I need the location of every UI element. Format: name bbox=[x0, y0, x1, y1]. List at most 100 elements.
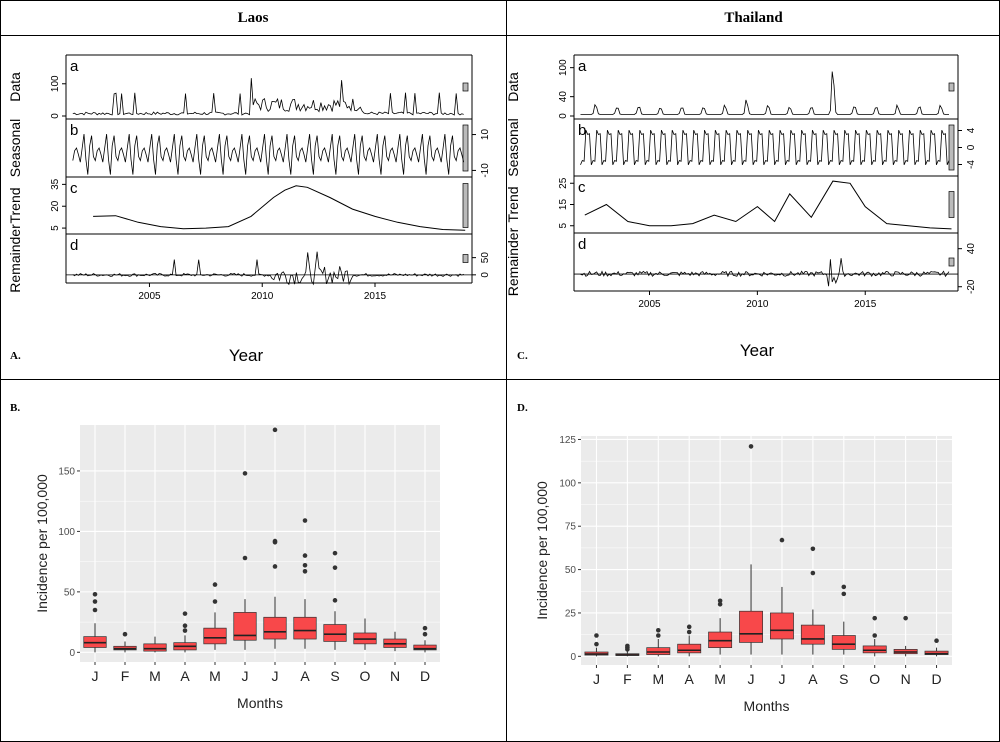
y-axis-label: Incidence per 100,000 bbox=[534, 481, 550, 620]
outlier-point bbox=[272, 538, 278, 544]
x-tick-label: A bbox=[685, 671, 695, 687]
x-tick-label: 2010 bbox=[251, 291, 274, 302]
subplot-ylabel: Remainder bbox=[507, 227, 521, 296]
box-2 bbox=[113, 631, 137, 653]
y-tick-label: 5 bbox=[50, 225, 61, 231]
box-5 bbox=[203, 582, 227, 650]
stl-subplot-a: Data a 0 100 bbox=[7, 54, 473, 119]
outlier-point bbox=[934, 638, 939, 644]
outlier-point bbox=[594, 633, 599, 638]
stl-subplot-d: Remainder d -20 40 bbox=[507, 227, 977, 296]
outlier-point bbox=[92, 591, 98, 597]
y-tick-label: -4 bbox=[966, 160, 977, 169]
subplot-ylabel: Trend bbox=[7, 187, 23, 223]
box-7 bbox=[263, 427, 287, 649]
box-iqr bbox=[203, 627, 227, 645]
x-axis-label: Year bbox=[740, 341, 775, 360]
outlier-point bbox=[903, 615, 908, 621]
y-tick-label: 100 bbox=[50, 75, 61, 92]
box-6 bbox=[233, 471, 257, 650]
box-9 bbox=[831, 584, 856, 655]
y-tick-label: 4 bbox=[966, 127, 977, 133]
x-tick-label: J bbox=[748, 671, 755, 687]
y-tick-label: 40 bbox=[558, 91, 569, 103]
box-iqr bbox=[862, 645, 887, 654]
box-4 bbox=[677, 624, 702, 657]
y-tick-label: 0 bbox=[480, 272, 491, 278]
x-tick-label: S bbox=[839, 671, 848, 687]
stl-subplot-a: Data a 0 40 100 bbox=[507, 54, 959, 119]
outlier-point bbox=[272, 564, 278, 569]
y-tick-label: 0 bbox=[570, 652, 576, 663]
x-tick-label: J bbox=[92, 668, 99, 684]
outlier-point bbox=[841, 584, 847, 590]
panel-label-d: D. bbox=[517, 402, 528, 414]
trend-line bbox=[584, 180, 952, 230]
outlier-point bbox=[686, 624, 692, 630]
box-11 bbox=[383, 631, 407, 652]
y-tick-label: 5 bbox=[558, 223, 569, 229]
x-tick-label: J bbox=[272, 668, 279, 684]
outlier-point bbox=[841, 591, 847, 597]
x-tick-label: M bbox=[714, 671, 726, 687]
x-tick-label: 2015 bbox=[364, 291, 387, 302]
column-header-right: Thailand bbox=[724, 10, 783, 26]
subplot-letter: a bbox=[70, 58, 79, 75]
outlier-point bbox=[748, 444, 754, 449]
x-tick-label: D bbox=[931, 671, 941, 687]
outlier-point bbox=[122, 631, 128, 637]
box-iqr bbox=[800, 624, 825, 645]
series-line-a bbox=[72, 78, 464, 116]
outlier-point bbox=[182, 623, 188, 629]
outlier-point bbox=[717, 601, 723, 607]
box-iqr bbox=[646, 647, 671, 655]
y-tick-label: 100 bbox=[559, 478, 576, 489]
outlier-point bbox=[655, 633, 661, 638]
box-11 bbox=[893, 615, 918, 657]
y-tick-label: 35 bbox=[50, 178, 61, 190]
subplot-ylabel: Data bbox=[507, 72, 521, 102]
y-tick-label: 125 bbox=[559, 435, 576, 446]
outlier-point bbox=[625, 643, 630, 649]
y-tick-label: 0 bbox=[50, 113, 61, 119]
subplot-letter: c bbox=[70, 180, 78, 197]
outlier-point bbox=[242, 471, 248, 476]
x-tick-label: 2005 bbox=[638, 299, 661, 310]
outlier-point bbox=[872, 633, 878, 638]
outlier-point bbox=[92, 599, 98, 604]
y-tick-label: 100 bbox=[558, 59, 569, 76]
x-tick-label: N bbox=[390, 668, 400, 684]
x-tick-label: J bbox=[593, 671, 600, 687]
series-line-b bbox=[72, 133, 465, 175]
x-tick-label: M bbox=[149, 668, 161, 684]
x-tick-label: 2015 bbox=[854, 299, 877, 310]
box-10 bbox=[862, 615, 887, 657]
x-tick-label: O bbox=[360, 668, 371, 684]
x-axis-label: Year bbox=[229, 346, 264, 365]
y-tick-label: 0 bbox=[69, 648, 75, 659]
y-tick-label: 0 bbox=[966, 144, 977, 150]
outlier-point bbox=[686, 629, 692, 635]
y-tick-label: 15 bbox=[558, 199, 569, 211]
box-iqr bbox=[143, 643, 167, 652]
box-1 bbox=[83, 591, 107, 653]
x-tick-label: N bbox=[901, 671, 911, 687]
stl-subplot-b: Seasonal b -10 10 bbox=[7, 118, 491, 178]
outlier-point bbox=[92, 607, 98, 613]
box-7 bbox=[770, 537, 794, 655]
outlier-point bbox=[872, 615, 878, 621]
box-iqr bbox=[770, 612, 794, 640]
subplot-letter: c bbox=[578, 179, 586, 196]
stl-subplot-b: Seasonal b -4 0 4 bbox=[507, 118, 977, 176]
outlier-point bbox=[212, 582, 218, 587]
scale-bar bbox=[462, 254, 469, 263]
scale-bar bbox=[462, 82, 469, 92]
y-tick-label: -10 bbox=[480, 163, 491, 178]
subplot-ylabel: Seasonal bbox=[507, 118, 521, 176]
outlier-point bbox=[332, 550, 338, 556]
outlier-point bbox=[302, 553, 308, 558]
box-iqr bbox=[677, 643, 702, 654]
box-iqr bbox=[293, 616, 317, 640]
box-9 bbox=[323, 550, 347, 650]
